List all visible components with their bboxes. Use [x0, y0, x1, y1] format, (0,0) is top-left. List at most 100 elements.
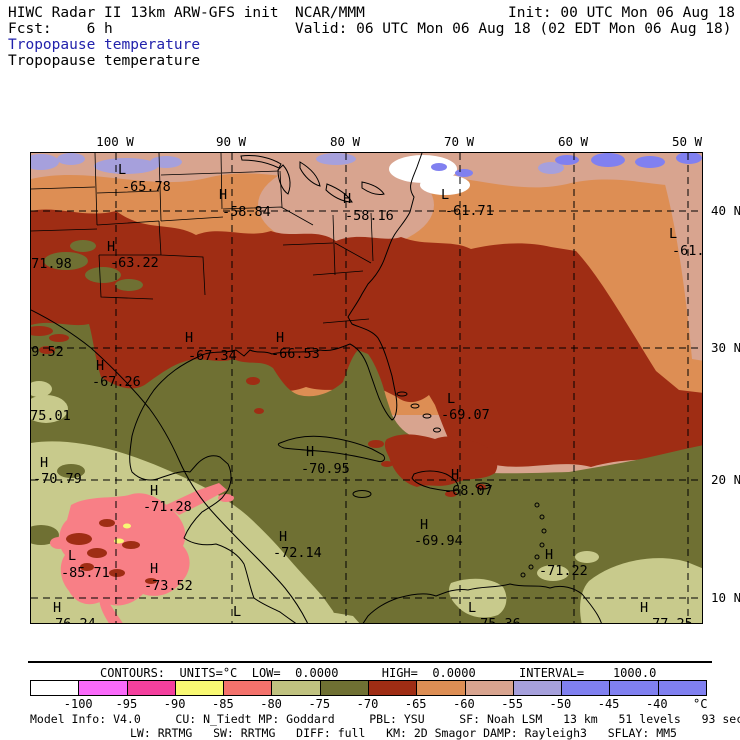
colorbar-segment — [126, 681, 175, 695]
contours-info: CONTOURS: UNITS=°C LOW= 0.0000 HIGH= 0.0… — [100, 666, 657, 680]
colorbar — [30, 680, 707, 696]
init-time: Init: 00 UTC Mon 06 Aug 18 — [508, 5, 735, 21]
colorbar-tick-label: -60 — [453, 697, 475, 711]
separator-line — [28, 661, 712, 663]
marker-letter: H — [640, 600, 649, 616]
marker-value: -71.22 — [539, 563, 588, 579]
x-axis-label: 90 W — [215, 134, 247, 149]
x-axis-label: 100 W — [96, 134, 134, 149]
marker-value: -66.53 — [271, 346, 320, 362]
marker-letter: H — [40, 455, 49, 471]
marker-letter: H — [545, 547, 554, 563]
marker-value: -73.52 — [144, 578, 193, 594]
marker-letter: L — [468, 600, 477, 616]
marker-letter: L — [669, 226, 678, 242]
marker-value: -70.95 — [301, 461, 350, 477]
y-axis-label: 30 N — [711, 340, 740, 355]
marker-value: -76.24 — [47, 616, 96, 624]
marker-value: -65.78 — [122, 179, 171, 195]
colorbar-segment — [561, 681, 610, 695]
colorbar-segment — [223, 681, 272, 695]
colorbar-segment — [78, 681, 127, 695]
marker-value: -70.79 — [33, 471, 82, 487]
marker-letter: H — [96, 358, 105, 374]
marker-letter: H — [53, 600, 62, 616]
marker-value: -71.98 — [31, 256, 72, 272]
map-graphic — [31, 153, 702, 623]
marker-letter: L — [233, 604, 242, 620]
forecast-hour: Fcst: 6 h — [8, 21, 113, 37]
colorbar-segment — [464, 681, 513, 695]
model-info-line2: LW: RRTMG SW: RRTMG DIFF: full KM: 2D Sm… — [130, 726, 677, 740]
colorbar-tick-label: -65 — [404, 697, 427, 711]
marker-letter: H — [306, 444, 315, 460]
colorbar-tick-label: -75 — [308, 697, 331, 711]
marker-value: -61. — [672, 243, 703, 259]
colorbar-tick-label: -85 — [212, 697, 234, 711]
colorbar-tick-label: -40 — [645, 697, 668, 711]
marker-value: -85.71 — [61, 565, 110, 581]
marker-value: -68.07 — [444, 483, 493, 499]
marker-letter: L — [68, 548, 77, 564]
x-axis-label: 50 W — [671, 134, 703, 149]
colorbar-segment — [271, 681, 320, 695]
marker-letter: H — [150, 561, 159, 577]
colorbar-tick-label: -100 — [63, 697, 93, 711]
marker-value: -67.34 — [188, 348, 237, 364]
marker-value: -61.71 — [445, 203, 494, 219]
marker-value: -77.25 — [644, 616, 693, 624]
field-subtitle: Tropopause temperature — [8, 53, 201, 69]
colorbar-tick-label: -55 — [501, 697, 523, 711]
marker-value: -69.94 — [414, 533, 463, 549]
marker-letter: H — [343, 191, 352, 207]
y-axis-label: 10 N — [711, 590, 740, 605]
x-axis-label: 60 W — [557, 134, 589, 149]
marker-letter: H — [107, 239, 116, 255]
colorbar-segment — [512, 681, 562, 695]
marker-value: -75.01 — [30, 408, 71, 424]
temperature-regions — [31, 153, 702, 623]
colorbar-segment — [416, 681, 465, 695]
colorbar-segment — [31, 681, 79, 695]
marker-letter: H — [219, 187, 228, 203]
marker-letter: H — [276, 330, 285, 346]
colorbar-segment — [174, 681, 224, 695]
marker-letter: H — [279, 529, 288, 545]
marker-letter: L — [447, 391, 456, 407]
marker-letter: H — [420, 517, 429, 533]
colorbar-segment — [367, 681, 417, 695]
marker-value: -58.16 — [345, 208, 394, 224]
marker-value: -67.26 — [92, 374, 141, 390]
org-label: NCAR/MMM — [295, 5, 365, 21]
y-axis-label: 40 N — [711, 203, 740, 218]
marker-letter: L — [118, 162, 127, 178]
marker-letter: H — [185, 330, 194, 346]
marker-value: -71.28 — [143, 499, 192, 515]
marker-value: -75.36 — [472, 616, 521, 624]
colorbar-tick-label: -95 — [115, 697, 138, 711]
map-panel: L-65.78H-58.84H-58.16L-61.71L-61.-71.98H… — [30, 152, 703, 624]
marker-letter: H — [150, 483, 159, 499]
latlon-gridlines — [31, 153, 702, 623]
plot-title: HIWC Radar II 13km ARW-GFS init — [8, 5, 279, 21]
field-title: Tropopause temperature — [8, 37, 201, 53]
colorbar-unit-label: °C — [693, 697, 708, 711]
colorbar-tick-label: -45 — [597, 697, 620, 711]
coastlines — [31, 153, 602, 623]
marker-value: -63.22 — [110, 255, 159, 271]
model-info-line1: Model Info: V4.0 CU: N_Tiedt MP: Goddard… — [30, 712, 740, 726]
marker-value: -72.14 — [273, 545, 322, 561]
x-axis-label: 70 W — [443, 134, 475, 149]
valid-time: Valid: 06 UTC Mon 06 Aug 18 (02 EDT Mon … — [295, 21, 732, 37]
colorbar-tick-label: -50 — [549, 697, 572, 711]
marker-letter: H — [451, 467, 460, 483]
colorbar-segment — [657, 681, 706, 695]
marker-letter: L — [441, 187, 450, 203]
colorbar-tick-label: -80 — [260, 697, 282, 711]
colorbar-segment — [319, 681, 368, 695]
marker-value: -69.07 — [441, 407, 490, 423]
colorbar-tick-label: -90 — [163, 697, 186, 711]
colorbar-segment — [609, 681, 658, 695]
colorbar-tick-label: -70 — [356, 697, 379, 711]
